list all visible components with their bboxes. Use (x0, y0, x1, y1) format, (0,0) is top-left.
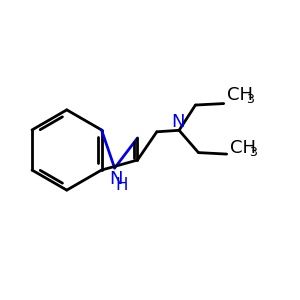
Text: N: N (171, 113, 184, 131)
Text: N: N (109, 170, 123, 188)
Text: CH: CH (230, 139, 256, 157)
Text: 3: 3 (246, 94, 254, 106)
Text: 3: 3 (249, 146, 257, 159)
Text: CH: CH (227, 86, 253, 104)
Text: H: H (116, 176, 128, 194)
